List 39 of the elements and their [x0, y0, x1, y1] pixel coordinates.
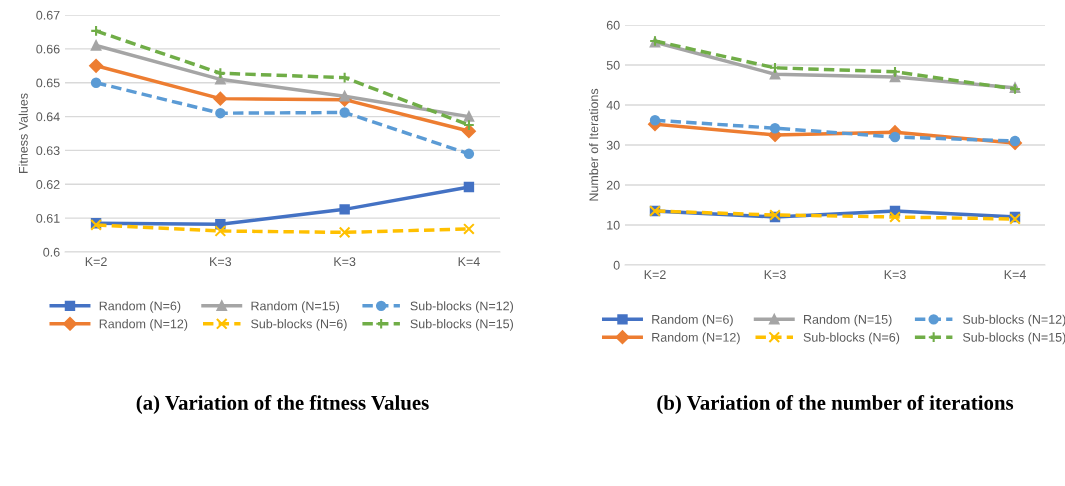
y-tick-label: 0	[613, 260, 620, 270]
y-tick-label: 0.67	[36, 10, 60, 20]
legend-label: Sub-blocks (N=6)	[251, 319, 347, 331]
y-axis-title: Fitness Values	[18, 93, 28, 173]
text: (a) Variation of the fitness Values	[136, 395, 429, 415]
y-tick-label: 0.65	[36, 78, 60, 88]
y-tick-label: 0.62	[36, 180, 60, 189]
y-tick-label: 0.6	[43, 247, 60, 257]
legend-label: Random (N=6)	[99, 301, 181, 313]
y-tick-label: 50	[606, 60, 620, 70]
legend-label: Sub-blocks (N=12)	[410, 301, 513, 313]
y-tick-label: 0.63	[36, 146, 60, 156]
text: (b) Variation of the number of iterations	[657, 395, 1014, 415]
y-tick-label: 0.66	[36, 44, 60, 54]
x-tick-label: K=2	[644, 270, 666, 279]
legend-label: Sub-blocks (N=15)	[410, 319, 513, 331]
x-tick-label: K=3	[764, 270, 786, 280]
legend-label: Random (N=6)	[652, 314, 733, 327]
x-tick-label: K=3	[884, 270, 906, 280]
legend-label: Random (N=12)	[652, 332, 740, 345]
y-tick-label: 40	[606, 100, 620, 110]
x-tick-label: K=3	[210, 257, 232, 267]
legend-label: Sub-blocks (N=6)	[803, 332, 900, 345]
y-tick-label: 10	[607, 220, 620, 230]
y-tick-label: 30	[606, 140, 620, 150]
legend-label: Random (N=12)	[99, 319, 188, 331]
legend-label: Random (N=15)	[804, 314, 892, 327]
y-tick-label: 60	[606, 20, 620, 30]
y-axis-title: Number of Iterations	[589, 88, 599, 201]
x-tick-label: K=4	[1004, 270, 1026, 279]
y-tick-label: 0.64	[36, 112, 60, 122]
y-tick-label: 20	[606, 180, 620, 190]
x-tick-label: K=2	[85, 257, 107, 266]
legend-label: Random (N=15)	[251, 301, 339, 313]
legend-label: Sub-blocks (N=12)	[962, 314, 1065, 327]
y-tick-label: 0.61	[36, 213, 60, 223]
x-tick-label: K=3	[334, 257, 356, 267]
legend-label: Sub-blocks (N=15)	[962, 332, 1065, 345]
x-tick-label: K=4	[458, 257, 480, 266]
